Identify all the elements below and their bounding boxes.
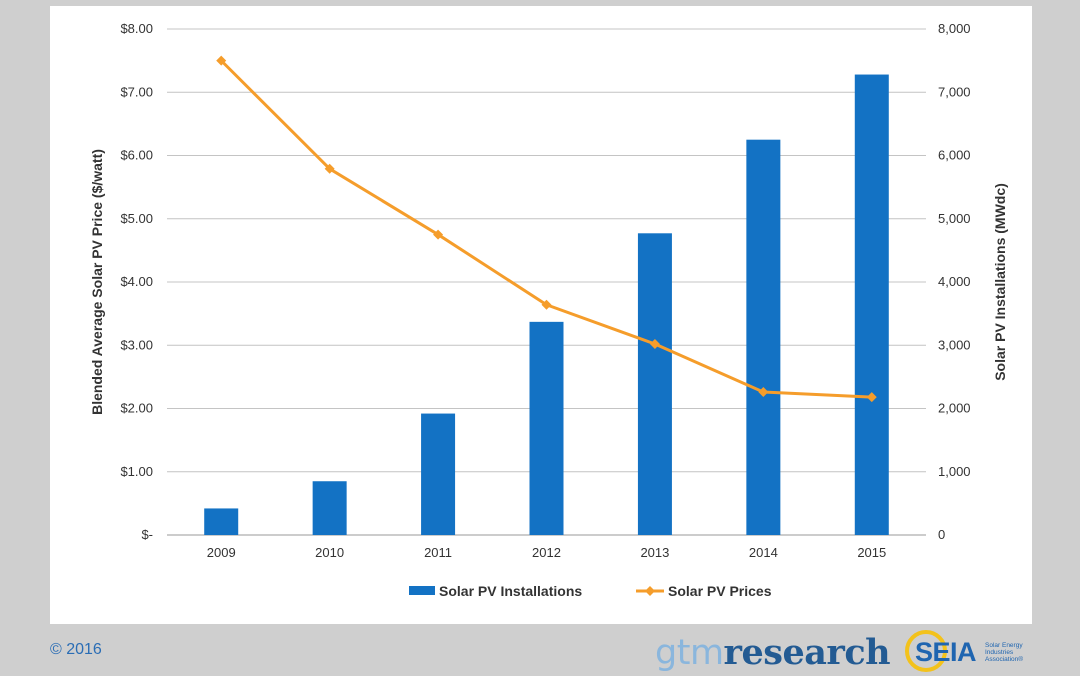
y-right-tick-label: 8,000 [938, 21, 971, 36]
y-left-tick-label: $2.00 [120, 401, 153, 416]
y-left-tick-label: $4.00 [120, 274, 153, 289]
legend-installations-label: Solar PV Installations [439, 583, 582, 599]
x-tick-label: 2010 [315, 545, 344, 560]
legend-prices-marker [645, 586, 655, 596]
price-point [866, 392, 877, 403]
price-point [324, 163, 335, 174]
gtm-logo-prefix: gtm [655, 633, 724, 673]
bar-installations [204, 508, 239, 535]
y-left-tick-label: $6.00 [120, 148, 153, 163]
y-left-tick-label: $1.00 [120, 464, 153, 479]
chart-panel: $- 0 $1.00 1,000 $2.00 2,000 $3.00 3,000 $4.00 4,… [50, 6, 1032, 624]
y-left-tick-label: $3.00 [120, 337, 153, 352]
y-right-tick-label: 7,000 [938, 84, 971, 99]
price-point [758, 387, 769, 398]
bar-installations [529, 321, 564, 535]
y-left-tick-label: $- [141, 527, 153, 542]
bar-installations [854, 74, 889, 535]
x-tick-label: 2015 [857, 545, 886, 560]
seia-sun-ring [905, 630, 947, 672]
legend-prices-label: Solar PV Prices [668, 583, 772, 599]
x-tick-label: 2013 [640, 545, 669, 560]
y-left-tick-label: $5.00 [120, 211, 153, 226]
price-point [649, 338, 660, 349]
seia-logo-subtitle: Solar Energy Industries Association® [985, 642, 1024, 663]
y-right-tick-label: 5,000 [938, 211, 971, 226]
bar-installations [637, 233, 672, 536]
y-left-tick-label: $8.00 [120, 21, 153, 36]
x-tick-label: 2012 [532, 545, 561, 560]
y-right-tick-label: 3,000 [938, 337, 971, 352]
y-right-tick-label: 4,000 [938, 274, 971, 289]
y-left-axis-title: Blended Average Solar PV Price ($/watt) [89, 149, 105, 415]
legend-installations-swatch [409, 586, 435, 595]
bar-installations [312, 481, 347, 535]
bar-installations [421, 413, 456, 535]
gtm-research-logo: gtmresearch [655, 630, 891, 676]
y-left-tick-label: $7.00 [120, 84, 153, 99]
price-point [216, 55, 227, 66]
chart: $- 0 $1.00 1,000 $2.00 2,000 $3.00 3,000 $4.00 4,… [89, 21, 1008, 599]
seia-logo: SEIA Solar Energy Industries Association… [905, 628, 1035, 674]
y-right-tick-label: 2,000 [938, 401, 971, 416]
copyright-text: © 2016 [50, 641, 102, 658]
seia-logo-name: SEIA [915, 637, 977, 667]
y-right-tick-label: 1,000 [938, 464, 971, 479]
y-right-tick-label: 6,000 [938, 148, 971, 163]
y-right-axis-title: Solar PV Installations (MWdc) [992, 183, 1008, 381]
y-right-tick-label: 0 [938, 527, 945, 542]
price-point [433, 229, 444, 240]
x-tick-label: 2014 [749, 545, 778, 560]
gtm-logo-suffix: research [723, 632, 891, 673]
price-point [541, 299, 552, 310]
x-tick-label: 2011 [424, 545, 452, 560]
bar-installations [746, 139, 781, 535]
x-tick-label: 2009 [207, 545, 236, 560]
